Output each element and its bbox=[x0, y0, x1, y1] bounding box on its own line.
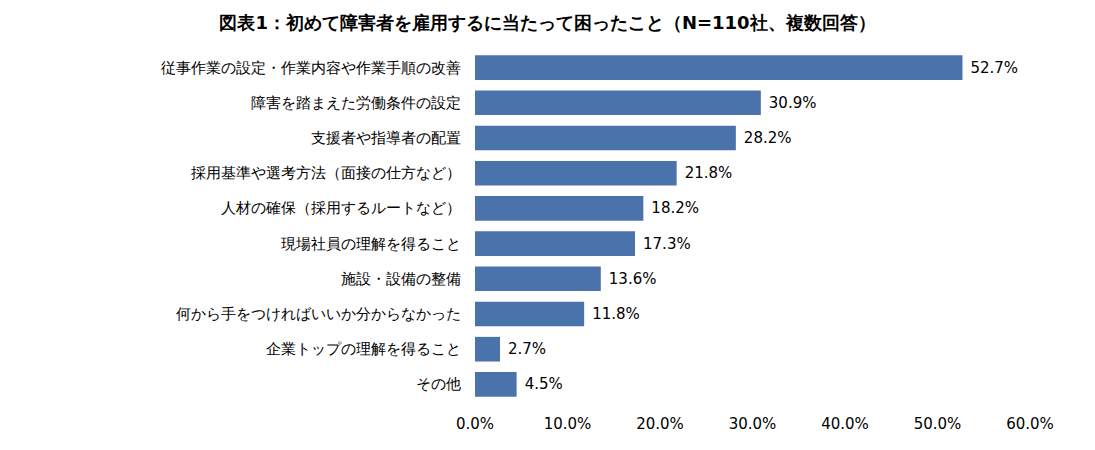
svg-text:企業トップの理解を得ること: 企業トップの理解を得ること bbox=[266, 340, 461, 358]
svg-text:28.2%: 28.2% bbox=[744, 129, 792, 147]
svg-text:4.5%: 4.5% bbox=[525, 375, 563, 393]
svg-text:17.3%: 17.3% bbox=[643, 235, 691, 253]
svg-text:60.0%: 60.0% bbox=[1006, 415, 1054, 433]
svg-text:施設・設備の整備: 施設・設備の整備 bbox=[341, 270, 461, 288]
svg-text:20.0%: 20.0% bbox=[636, 415, 684, 433]
svg-text:支援者や指導者の配置: 支援者や指導者の配置 bbox=[311, 129, 461, 147]
svg-text:52.7%: 52.7% bbox=[970, 59, 1018, 77]
svg-text:0.0%: 0.0% bbox=[456, 415, 494, 433]
svg-text:30.9%: 30.9% bbox=[769, 94, 817, 112]
svg-text:18.2%: 18.2% bbox=[651, 199, 699, 217]
svg-text:40.0%: 40.0% bbox=[821, 415, 869, 433]
svg-text:図表1：初めて障害者を雇用するに当たって困ったこと（N=11: 図表1：初めて障害者を雇用するに当たって困ったこと（N=110社、複数回答） bbox=[219, 12, 875, 33]
svg-text:現場社員の理解を得ること: 現場社員の理解を得ること bbox=[281, 235, 461, 253]
svg-text:11.8%: 11.8% bbox=[592, 305, 640, 323]
svg-text:採用基準や選考方法（面接の仕方など）: 採用基準や選考方法（面接の仕方など） bbox=[191, 164, 461, 182]
svg-text:10.0%: 10.0% bbox=[544, 415, 592, 433]
svg-text:何から手をつければいいか分からなかった: 何から手をつければいいか分からなかった bbox=[176, 305, 461, 323]
svg-text:従事作業の設定・作業内容や作業手順の改善: 従事作業の設定・作業内容や作業手順の改善 bbox=[161, 59, 461, 77]
svg-text:障害を踏まえた労働条件の設定: 障害を踏まえた労働条件の設定 bbox=[251, 94, 461, 112]
svg-text:50.0%: 50.0% bbox=[914, 415, 962, 433]
svg-text:その他: その他 bbox=[416, 375, 461, 393]
svg-text:人材の確保（採用するルートなど）: 人材の確保（採用するルートなど） bbox=[221, 199, 461, 217]
svg-text:30.0%: 30.0% bbox=[729, 415, 777, 433]
svg-text:21.8%: 21.8% bbox=[685, 164, 733, 182]
svg-text:2.7%: 2.7% bbox=[508, 340, 546, 358]
svg-text:13.6%: 13.6% bbox=[609, 270, 657, 288]
